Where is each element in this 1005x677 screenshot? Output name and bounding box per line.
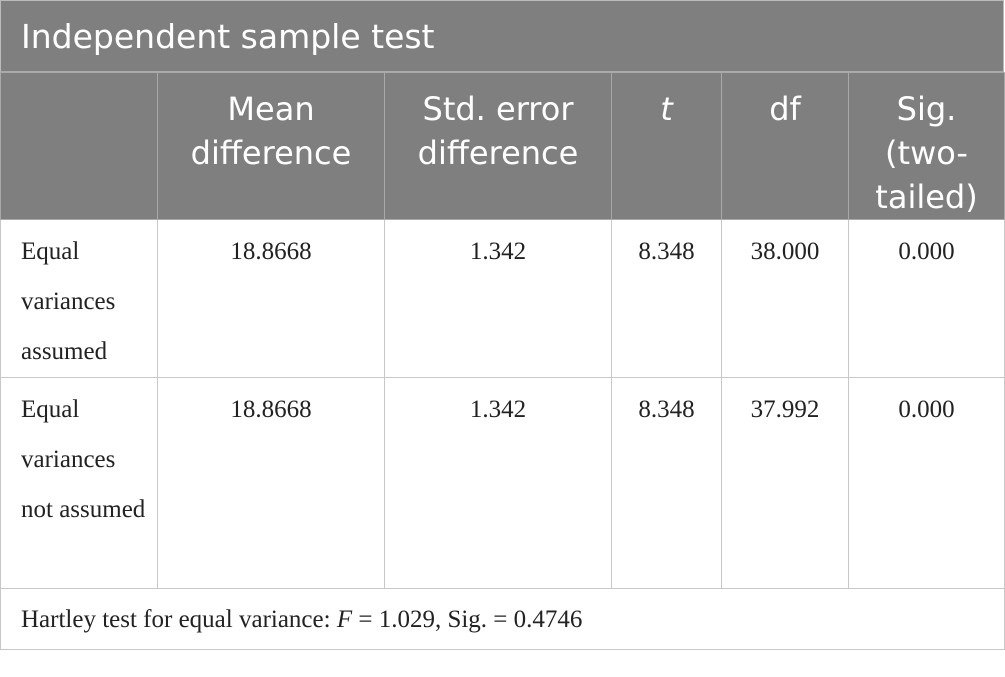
table-row: Equal variances not assumed 18.8668 1.342 8… (0, 377, 1005, 589)
footer-text: = 1.029, Sig. = 0.4746 (352, 606, 583, 633)
cell: 0.000 (848, 219, 1005, 378)
row-label: Equal variances assumed (0, 219, 158, 378)
cell: 8.348 (611, 377, 722, 589)
cell: 1.342 (384, 377, 612, 589)
header-cell: Mean difference (157, 72, 385, 220)
header-cell: df (721, 72, 849, 220)
table-title: Independent sample test (0, 0, 1004, 72)
cell: 18.8668 (157, 219, 385, 378)
row-label: Equal variances not assumed (0, 377, 158, 589)
header-cell: Std. error difference (384, 72, 612, 220)
cell: 1.342 (384, 219, 612, 378)
cell: 38.000 (721, 219, 849, 378)
cell: 18.8668 (157, 377, 385, 589)
header-cell: t (611, 72, 722, 220)
cell: 0.000 (848, 377, 1005, 589)
results-table: Mean difference Std. error difference t df S… (0, 72, 1005, 650)
footer-stat: F (336, 606, 353, 633)
table-row: Equal variances assumed 18.8668 1.342 8.348… (0, 219, 1005, 378)
footer-text: Hartley test for equal variance: (21, 606, 337, 633)
footer-note: Hartley test for equal variance: F = 1.0… (0, 588, 1005, 650)
cell: 37.992 (721, 377, 849, 589)
footer-row: Hartley test for equal variance: F = 1.0… (0, 588, 1005, 650)
header-row: Mean difference Std. error difference t df S… (0, 72, 1005, 220)
table-card: Independent sample test Mean difference S… (0, 0, 1005, 650)
header-cell (0, 72, 158, 220)
header-cell: Sig. (two-tailed) (848, 72, 1005, 220)
cell: 8.348 (611, 219, 722, 378)
table-body: Equal variances assumed 18.8668 1.342 8.348… (0, 219, 1005, 650)
